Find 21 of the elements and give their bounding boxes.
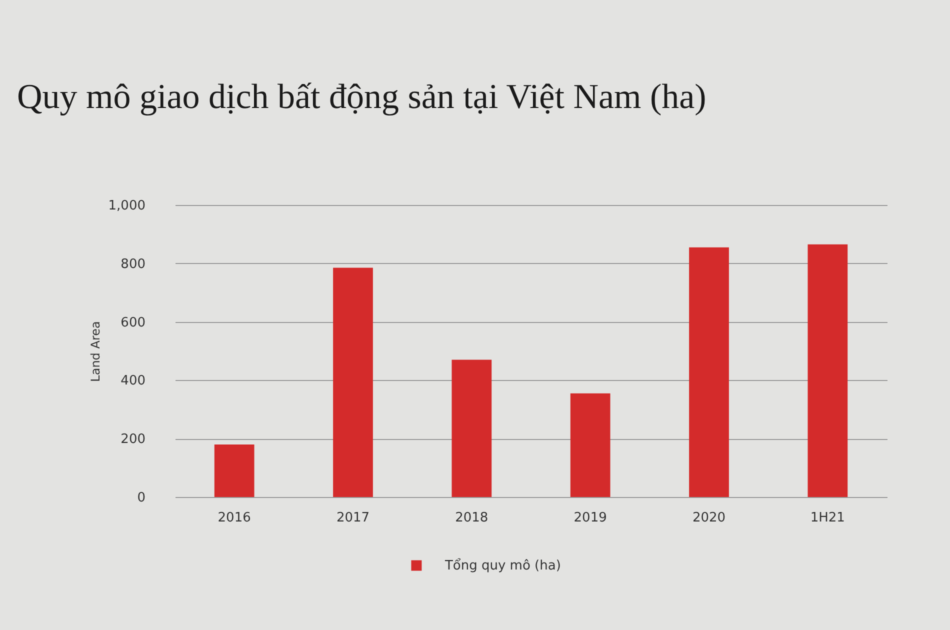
y-tick-label: 800: [120, 256, 146, 272]
x-tick-label: 2017: [336, 510, 370, 526]
y-tick-label: 1,000: [108, 198, 146, 214]
y-tick-label: 200: [120, 432, 146, 448]
chart-title: Quy mô giao dịch bất động sản tại Việt Nam (ha): [17, 77, 706, 116]
bar: [808, 244, 848, 497]
y-tick-label: 0: [137, 490, 146, 506]
x-tick-label: 2019: [574, 510, 607, 526]
bar: [689, 247, 729, 497]
x-tick-label: 2016: [218, 510, 251, 526]
x-tick-label: 2020: [692, 510, 726, 526]
x-tick-label: 2018: [455, 510, 488, 526]
bar: [452, 360, 492, 497]
bar: [214, 444, 254, 497]
legend-label: Tổng quy mô (ha): [444, 558, 561, 574]
y-tick-label: 600: [120, 315, 146, 330]
bar: [333, 268, 373, 497]
bar: [570, 393, 610, 497]
y-axis-title: Land Area: [88, 321, 102, 382]
x-tick-label: 1H21: [810, 510, 845, 526]
y-tick-label: 400: [120, 374, 146, 389]
